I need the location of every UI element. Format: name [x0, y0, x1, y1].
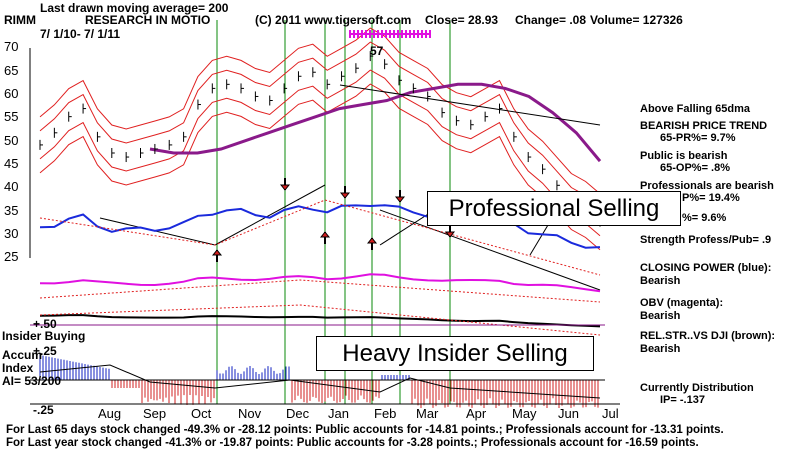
obv-value: Bearish: [640, 310, 681, 322]
cp-trendline: [379, 209, 601, 291]
month-label-jan: Jan: [328, 406, 349, 421]
copyright: (C) 2011 www.tigersoft.com: [255, 13, 412, 27]
month-label-may: May: [512, 406, 537, 421]
tick-35: 35: [4, 203, 19, 218]
tick-60: 60: [4, 86, 19, 101]
closing-power-title: CLOSING POWER (blue):: [640, 262, 772, 274]
symbol: RIMM: [4, 13, 36, 27]
sell-arrow-2: [394, 190, 406, 203]
date-range: 7/ 1/10- 7/ 1/11: [40, 27, 121, 41]
lower-inner-band: [39, 69, 601, 237]
volume-value: Volume= 127326: [590, 13, 683, 27]
professionals-status: Professionals are bearish: [640, 180, 774, 192]
tick-45: 45: [4, 156, 19, 171]
month-label-apr: Apr: [466, 406, 487, 421]
strength-value: Strength Profess/Pub= .9: [640, 234, 772, 246]
upper-band: [39, 27, 601, 195]
buy-arrow-0: [211, 249, 223, 262]
lower-band: [39, 83, 601, 251]
month-label-sep: Sep: [143, 406, 167, 421]
relstr-line: [39, 314, 601, 328]
accum-label: Accum: [2, 348, 43, 362]
relstr-value: Bearish: [640, 343, 681, 355]
tick-65: 65: [4, 63, 19, 78]
distribution-title: Currently Distribution: [640, 382, 754, 394]
footer-year: For Last year stock changed -41.3% or -1…: [6, 437, 699, 449]
public-status: Public is bearish: [640, 150, 728, 162]
ip-value: IP= -.137: [660, 394, 705, 406]
ma-note: Last drawn moving average= 200: [40, 1, 229, 15]
tick-55: 55: [4, 109, 19, 124]
sell-arrow-3: [444, 225, 456, 238]
buy-arrow-1: [319, 231, 331, 244]
month-label-jun: Jun: [558, 406, 579, 421]
sell-arrow-1: [339, 186, 351, 199]
tick-30: 30: [4, 226, 19, 241]
month-label-dec: Dec: [286, 406, 310, 421]
close-value: Close= 28.93: [425, 13, 499, 27]
accum-tick-plus50: +.50: [33, 317, 57, 331]
ai-value: AI= 53/200: [2, 374, 62, 388]
relstr-title: REL.STR..VS DJI (brown):: [640, 330, 776, 342]
cp-reference-line: [39, 199, 601, 276]
resistance-line: [339, 84, 601, 126]
index-label: Index: [2, 361, 34, 375]
obv-reference-line: [39, 279, 601, 303]
relstr-reference-line: [39, 304, 601, 336]
sell-arrow-0: [279, 178, 291, 191]
trendline-down: [99, 217, 216, 246]
month-label-aug: Aug: [98, 406, 122, 421]
month-label-nov: Nov: [238, 406, 262, 421]
accum-tick-plus25: +.25: [33, 344, 57, 358]
month-label-oct: Oct: [191, 406, 212, 421]
marker-57: 57: [370, 44, 384, 58]
obv-line: [39, 273, 601, 293]
month-label-jul: Jul: [602, 406, 619, 421]
closing-power-value: Bearish: [640, 275, 681, 287]
accum-tick-minus25: -.25: [33, 403, 54, 417]
tick-50: 50: [4, 133, 19, 148]
tick-70: 70: [4, 39, 19, 54]
trend-text: Above Falling 65dma: [640, 103, 751, 115]
month-label-mar: Mar: [416, 406, 439, 421]
bearish-trend-title: BEARISH PRICE TREND: [640, 120, 768, 132]
heavy-insider-selling-callout: Heavy Insider Selling: [316, 336, 594, 371]
ma-200-line: [149, 82, 602, 163]
change-value: Change= .08: [515, 13, 587, 27]
partial-pct: %= 9.6%: [682, 212, 727, 224]
upper-inner-band: [39, 41, 601, 209]
company-name: RESEARCH IN MOTIO: [85, 13, 211, 27]
buy-arrow-2: [366, 237, 378, 250]
professional-selling-callout: Professional Selling: [427, 191, 681, 226]
footer-65day: For Last 65 days stock changed -49.3% or…: [6, 424, 724, 436]
trendline-up: [214, 184, 326, 246]
obv-title: OBV (magenta):: [640, 297, 724, 309]
tick-25: 25: [4, 249, 19, 264]
pp-value: P%= 19.4%: [682, 192, 740, 204]
op65-value: 65-OP%= .8%: [660, 162, 731, 174]
insider-buying-label: Insider Buying: [2, 329, 86, 343]
tick-40: 40: [4, 179, 19, 194]
accum-ma-line: [39, 364, 601, 399]
month-label-feb: Feb: [374, 406, 397, 421]
pr65-value: 65-PR%= 9.7%: [660, 132, 736, 144]
